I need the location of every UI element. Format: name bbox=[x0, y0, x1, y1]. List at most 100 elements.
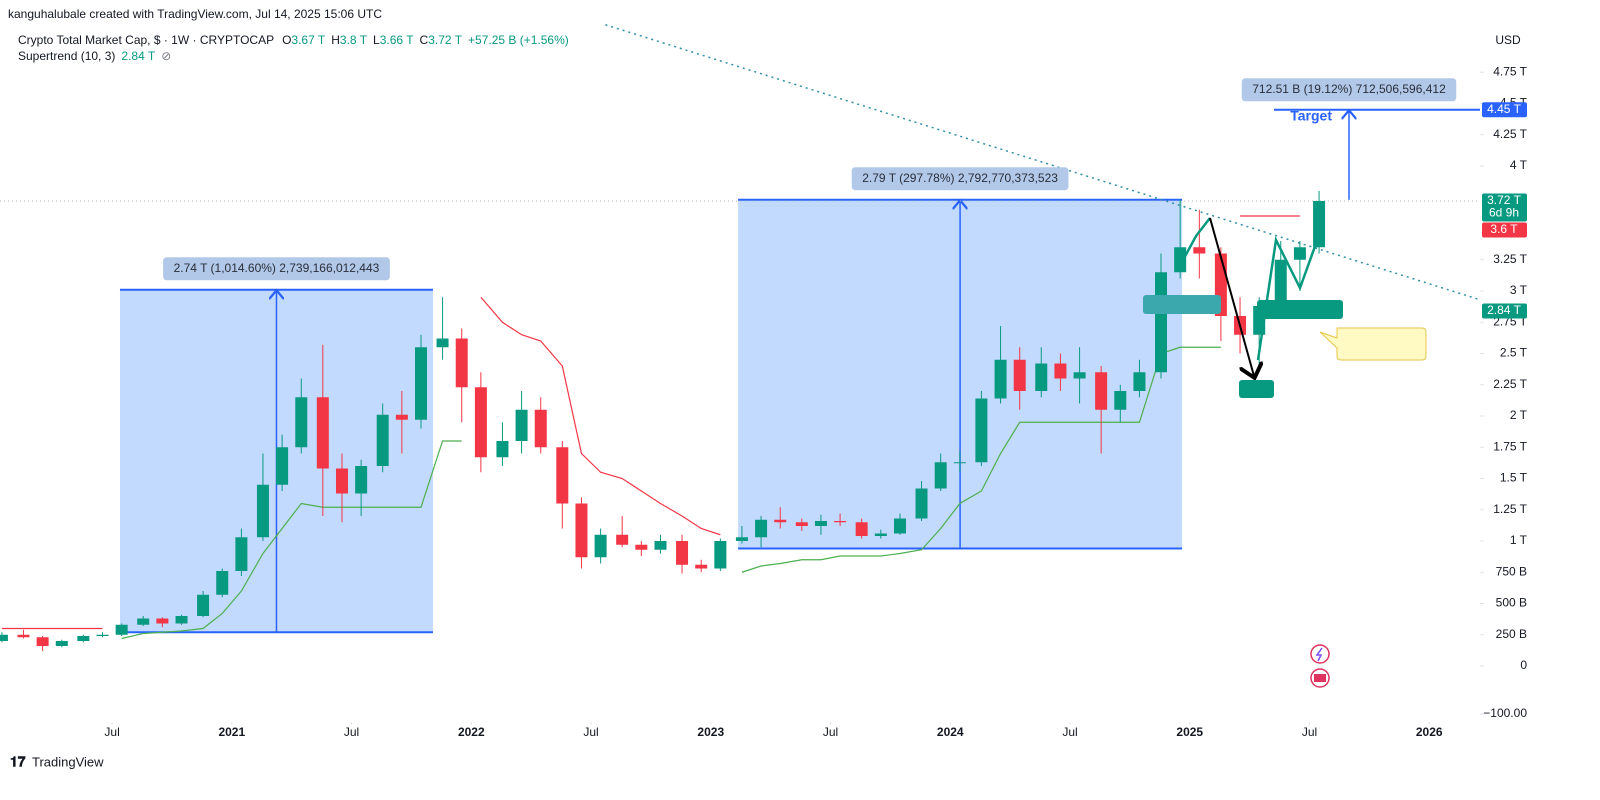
price-tag bbox=[1482, 222, 1527, 238]
price-tag-label: 2.84 T bbox=[1487, 303, 1521, 317]
candle-body bbox=[534, 409, 547, 448]
candle-body bbox=[474, 387, 487, 458]
x-tick-label: Jul bbox=[344, 725, 359, 739]
y-tick-label: −100.00 bbox=[1483, 706, 1527, 720]
icon bbox=[1315, 647, 1323, 662]
candle-body bbox=[915, 488, 928, 519]
ohlc-value: 3.72 T bbox=[428, 33, 462, 47]
candle-body bbox=[276, 447, 289, 485]
ohlc-label: H bbox=[331, 33, 340, 47]
supertrend-line bbox=[121, 440, 462, 640]
y-tick-label: 750 B bbox=[1496, 564, 1527, 578]
indicator: Supertrend (10, 3) bbox=[18, 49, 115, 63]
supertrend-line bbox=[741, 346, 1221, 573]
price-tag-label: 3.72 T bbox=[1487, 193, 1521, 207]
measure-label: 712.51 B (19.12%) 712,506,596,412 bbox=[1252, 82, 1446, 96]
measure-label-box bbox=[1241, 78, 1457, 102]
indicator-legend: Supertrend (10, 3) 2.84 T ⊘ bbox=[18, 49, 171, 63]
change: +57.25 B (+1.56%) bbox=[468, 33, 569, 47]
label-box bbox=[1239, 380, 1274, 398]
pattern-arrow bbox=[1209, 217, 1254, 376]
candle-body bbox=[256, 484, 269, 538]
candle-body bbox=[1054, 363, 1067, 379]
footer: TradingView bbox=[32, 754, 104, 769]
logo-mark: 𝟏𝟕 bbox=[10, 754, 26, 770]
target-label: Target bbox=[1290, 107, 1332, 123]
ohlc-value: 3.67 T bbox=[291, 33, 325, 47]
x-tick-label: Jul bbox=[1302, 725, 1317, 739]
candle-body bbox=[814, 521, 827, 526]
y-tick-label: 1.25 T bbox=[1493, 502, 1527, 516]
candle-body bbox=[795, 522, 808, 526]
candle-body bbox=[774, 519, 787, 523]
candle-body bbox=[415, 347, 428, 420]
measure-label-box bbox=[163, 257, 390, 281]
candle-body bbox=[1114, 391, 1127, 410]
candle-body bbox=[1293, 247, 1306, 260]
candle-body bbox=[197, 594, 210, 616]
y-tick-label: 4.75 T bbox=[1493, 64, 1527, 78]
candle-body bbox=[975, 398, 988, 463]
candle-body bbox=[635, 544, 648, 550]
pattern-line bbox=[1180, 217, 1211, 263]
candle-body bbox=[1313, 201, 1326, 248]
candle-body bbox=[156, 618, 169, 624]
candle-body bbox=[455, 338, 468, 388]
y-tick-label: 2 T bbox=[1510, 408, 1528, 422]
y-tick-label: 500 B bbox=[1496, 596, 1527, 610]
y-tick-label: 2.5 T bbox=[1500, 346, 1528, 360]
callout bbox=[1319, 327, 1427, 361]
measure-label: 2.74 T (1,014.60%) 2,739,166,012,443 bbox=[174, 261, 380, 275]
y-tick-label: 250 B bbox=[1496, 627, 1527, 641]
candle-body bbox=[714, 541, 727, 569]
candle-body bbox=[994, 359, 1007, 399]
price-tag-label: 3.6 T bbox=[1490, 222, 1518, 236]
candle-body bbox=[755, 519, 768, 538]
y-tick-label: 1.5 T bbox=[1500, 471, 1528, 485]
pattern-line bbox=[1256, 235, 1320, 361]
candle-body bbox=[175, 616, 188, 624]
background-layer: 4.75 T4.5 T4.25 T4 T3.25 T3 T2.75 T2.5 T… bbox=[0, 24, 1528, 739]
candle-body bbox=[1095, 372, 1108, 410]
candle-body bbox=[934, 462, 947, 489]
candle-body bbox=[17, 634, 30, 638]
measure-label-box bbox=[851, 167, 1069, 191]
legend: Crypto Total Market Cap, $ · 1W · CRYPTO… bbox=[18, 33, 569, 47]
candle-body bbox=[496, 441, 509, 458]
y-tick-label: 4.25 T bbox=[1493, 127, 1527, 141]
ohlc-label: C bbox=[420, 33, 429, 47]
marks-layer bbox=[0, 191, 1326, 651]
label-box bbox=[1257, 300, 1343, 319]
x-tick-label: 2026 bbox=[1416, 725, 1443, 739]
candle-body bbox=[1013, 359, 1026, 391]
price-tag bbox=[1482, 303, 1527, 319]
x-tick-label: Jul bbox=[104, 725, 119, 739]
candle-body bbox=[77, 636, 90, 641]
x-tick-label: 2023 bbox=[697, 725, 724, 739]
currency: USD bbox=[1495, 33, 1521, 47]
supertrend-line bbox=[480, 296, 721, 536]
candle-body bbox=[1174, 247, 1187, 273]
x-tick-label: Jul bbox=[583, 725, 598, 739]
ohlc-label: L bbox=[373, 33, 380, 47]
candle-body bbox=[834, 521, 847, 523]
candle-body bbox=[1274, 259, 1287, 306]
y-tick-label: 3 T bbox=[1510, 283, 1528, 297]
x-tick-label: 2021 bbox=[218, 725, 245, 739]
candle-body bbox=[695, 564, 708, 569]
candle-body bbox=[96, 634, 109, 636]
candle-body bbox=[893, 518, 906, 534]
icon bbox=[1310, 644, 1330, 664]
y-tick-label: 1 T bbox=[1510, 533, 1528, 547]
candle-body bbox=[1073, 372, 1086, 379]
price-tag bbox=[1482, 193, 1527, 222]
ohlc-label: O bbox=[282, 33, 291, 47]
candle-body bbox=[137, 618, 150, 625]
candle-body bbox=[355, 466, 368, 494]
price-tag-label: 4.45 T bbox=[1487, 102, 1521, 116]
ohlc-value: 3.8 T bbox=[340, 33, 368, 47]
candle-body bbox=[376, 414, 389, 466]
candle-body bbox=[115, 624, 128, 635]
candle-body bbox=[556, 447, 569, 504]
candle-body bbox=[36, 637, 49, 646]
